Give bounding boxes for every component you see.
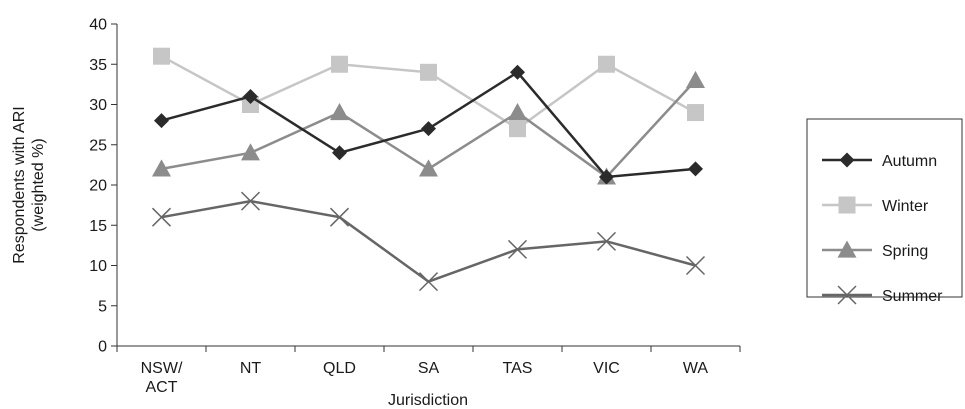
marker-square [509, 120, 526, 138]
y-tick-label: 10 [89, 258, 107, 275]
x-tick-label: QLD [323, 360, 356, 377]
marker-x-stroke [837, 285, 857, 305]
marker-x [240, 191, 261, 211]
marker-diamond [421, 121, 436, 137]
marker-x [418, 272, 439, 292]
y-axis-title: Respondents with ARI (weighted %) [11, 106, 47, 263]
x-tick-label: WA [683, 360, 709, 377]
marker-triangle [330, 103, 349, 121]
x-tick-label: VIC [593, 360, 620, 377]
legend-label-summer: Summer [882, 288, 943, 305]
marker-triangle [508, 103, 527, 121]
marker-x [685, 255, 706, 276]
y-tick-label: 25 [89, 137, 107, 154]
x-tick-label: NSW/ACT [141, 360, 183, 396]
marker-x-stroke [240, 191, 261, 211]
marker-x-stroke [507, 239, 528, 259]
legend-label-winter: Winter [882, 198, 929, 215]
y-tick-label: 40 [89, 17, 107, 34]
marker-square [838, 196, 856, 214]
marker-x [507, 239, 528, 259]
legend: Autumn Winter Spring Summer [806, 118, 963, 305]
marker-diamond [154, 113, 169, 129]
x-tick-label: TAS [503, 360, 533, 377]
marker-square [331, 55, 348, 73]
marker-square [153, 47, 170, 65]
y-axis-title-text: Respondents with ARI (weighted %) [11, 106, 47, 263]
x-axis: NSW/ACT NT QLD SA TAS VIC WA [116, 345, 741, 396]
marker-diamond [839, 152, 855, 168]
marker-x [151, 207, 172, 227]
marker-triangle [686, 70, 705, 88]
marker-triangle [152, 159, 171, 177]
y-tick-label: 35 [89, 57, 107, 74]
x-tick-label: SA [418, 360, 440, 377]
marker-x-stroke [418, 272, 439, 292]
y-tick-label: 20 [89, 178, 107, 195]
y-tick-label: 0 [98, 339, 107, 356]
y-tick-label: 30 [89, 97, 107, 114]
marker-square [420, 63, 437, 81]
legend-label-autumn: Autumn [882, 153, 937, 170]
y-tick-label: 5 [98, 298, 107, 315]
marker-diamond [243, 88, 258, 104]
marker-x-stroke [596, 231, 617, 251]
marker-x-stroke [329, 207, 350, 227]
marker-square [598, 55, 615, 73]
marker-x [596, 231, 617, 251]
marker-triangle [419, 159, 438, 177]
marker-diamond [599, 169, 614, 185]
marker-square [687, 104, 704, 122]
y-axis: 0 5 10 15 20 25 30 35 40 [89, 17, 118, 356]
marker-x [837, 285, 857, 305]
marker-x-stroke [151, 207, 172, 227]
marker-triangle [837, 240, 857, 258]
series-lines [151, 47, 706, 292]
series-line-summer [161, 199, 696, 284]
marker-triangle [241, 143, 260, 161]
marker-x-stroke [685, 255, 706, 276]
marker-x [329, 207, 350, 227]
legend-label-spring: Spring [882, 243, 928, 260]
x-tick-label: NT [240, 360, 262, 377]
y-tick-label: 15 [89, 218, 107, 235]
legend-box [806, 118, 963, 298]
marker-diamond [688, 161, 703, 177]
marker-diamond [510, 64, 525, 80]
marker-diamond [332, 145, 347, 161]
x-axis-title: Jurisdiction [388, 392, 468, 409]
